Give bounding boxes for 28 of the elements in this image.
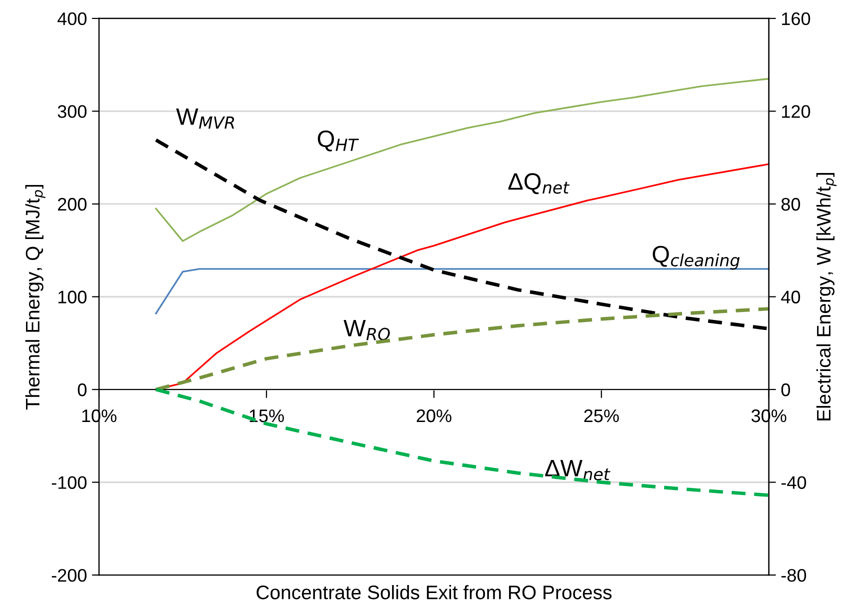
y2-axis-title: Electrical Energy, W [kWh/t$_{p}$] xyxy=(816,173,836,420)
line-series xyxy=(155,78,769,242)
y2-tick-label: -40 xyxy=(781,476,806,489)
y2-tick-label: 160 xyxy=(782,12,810,26)
y2-tick-label: 0 xyxy=(781,383,790,396)
series-label: W$_{MVR}$ xyxy=(176,108,234,129)
series-label: Q$_{HT}$ xyxy=(318,130,359,152)
x-axis-title: Concentrate Solids Exit from RO Process xyxy=(256,585,612,600)
y-tick-label: 300 xyxy=(58,105,87,118)
y-tick-label: -100 xyxy=(52,476,87,489)
y-axis-title: Thermal Energy, Q [MJ/t$_{p}$] xyxy=(25,184,46,410)
series-label: W$_{RO}$ xyxy=(344,320,390,340)
y2-tick-label: 40 xyxy=(781,290,800,304)
y2-tick-label: -80 xyxy=(781,568,806,582)
y-tick-label: 0 xyxy=(78,383,87,396)
y2-tick-label: 120 xyxy=(782,105,810,118)
series-label: ΔQ$_{net}$ xyxy=(508,173,570,194)
y-tick-label: -200 xyxy=(52,568,87,582)
y-tick-label: 400 xyxy=(58,12,87,26)
x-tick-label: 20% xyxy=(416,409,452,422)
line-series xyxy=(154,307,769,392)
x-tick-label: 15% xyxy=(250,410,284,422)
x-tick-label: 25% xyxy=(584,409,619,422)
series-label: Q$_{cleaning}$ xyxy=(652,246,740,270)
y-tick-label: 100 xyxy=(58,290,87,304)
series-label: ΔW$_{net}$ xyxy=(545,460,610,480)
y2-tick-label: 80 xyxy=(781,198,800,211)
y-tick-label: 200 xyxy=(58,198,87,211)
